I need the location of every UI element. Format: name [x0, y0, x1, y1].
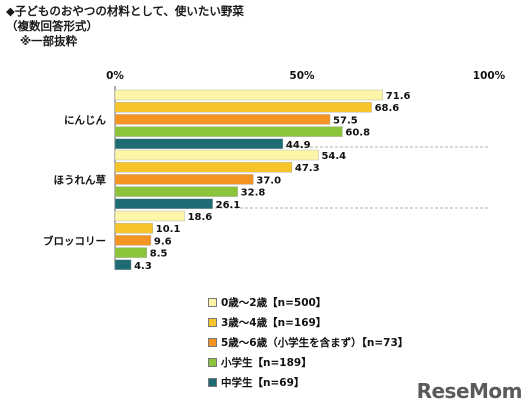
data-label: 60.8	[345, 128, 370, 139]
legend-label: 小学生【n=189】	[221, 356, 312, 369]
legend-swatch	[208, 317, 217, 327]
legend-swatch	[208, 297, 217, 307]
bar	[114, 222, 153, 234]
category-label: にんじん	[64, 114, 106, 126]
chart-legend: 0歳～2歳【n=500】 3歳～4歳【n=169】 5歳～6歳（小学生を含まず）【n…	[208, 292, 408, 392]
category-label: ほうれん草	[54, 173, 107, 186]
bar	[114, 259, 132, 270]
bar	[114, 161, 293, 173]
bar-chart: 0% 50% 100% にんじん 71.668.6 57.5 60.8 44.9 ほうれん草 54…	[43, 70, 506, 272]
legend-swatch	[208, 377, 217, 387]
bar	[114, 210, 185, 222]
data-label: 26.1	[216, 200, 241, 211]
data-label: 9.6	[154, 236, 172, 247]
data-label: 44.9	[286, 140, 311, 151]
data-label: 18.6	[188, 212, 213, 223]
legend-label: 中学生【n=69】	[221, 376, 305, 389]
data-label: 54.4	[321, 151, 346, 162]
bar	[114, 149, 319, 161]
bar	[114, 247, 147, 258]
data-label: 4.3	[134, 261, 152, 272]
legend-label: 3歳～4歳【n=169】	[221, 316, 327, 329]
x-tick-label: 0%	[106, 70, 124, 82]
legend-item: 0歳～2歳【n=500】	[208, 292, 408, 312]
data-label: 10.1	[156, 224, 181, 235]
legend-item: 3歳～4歳【n=169】	[208, 312, 408, 332]
data-label: 32.8	[241, 188, 266, 199]
chart-subtitle: （複数回答形式）	[6, 19, 98, 33]
x-tick-label: 50%	[289, 70, 315, 82]
data-label: 68.6	[375, 103, 400, 114]
bar	[114, 198, 213, 210]
bar	[114, 101, 372, 113]
x-tick-label: 100%	[473, 70, 506, 82]
data-label: 37.0	[256, 175, 281, 186]
bar	[114, 186, 238, 197]
legend-item: 小学生【n=189】	[208, 352, 408, 372]
legend-item: 中学生【n=69】	[208, 372, 408, 392]
bar	[114, 138, 284, 150]
legend-swatch	[208, 357, 217, 367]
category-label: ブロッコリー	[43, 234, 106, 247]
legend-item: 5歳～6歳（小学生を含まず）【n=73】	[208, 332, 408, 352]
chart-title-block: ◆子どものおやつの材料として、使いたい野菜 （複数回答形式） ※一部抜粋	[6, 4, 244, 49]
data-label: 57.5	[333, 115, 358, 126]
legend-label: 0歳～2歳【n=500】	[221, 296, 327, 309]
legend-label: 5歳～6歳（小学生を含まず）【n=73】	[221, 336, 409, 349]
legend-swatch	[208, 337, 217, 347]
bar	[114, 114, 331, 125]
resemom-logo: ReseMom	[416, 379, 523, 403]
data-label: 71.6	[386, 91, 411, 102]
chart-note: ※一部抜粋	[20, 34, 78, 48]
bar	[114, 89, 383, 101]
data-label: 47.3	[295, 163, 320, 174]
bar	[114, 126, 343, 137]
chart-title: ◆子どものおやつの材料として、使いたい野菜	[6, 4, 244, 18]
bar	[114, 174, 254, 185]
bar	[114, 235, 152, 246]
data-label: 8.5	[150, 249, 168, 260]
